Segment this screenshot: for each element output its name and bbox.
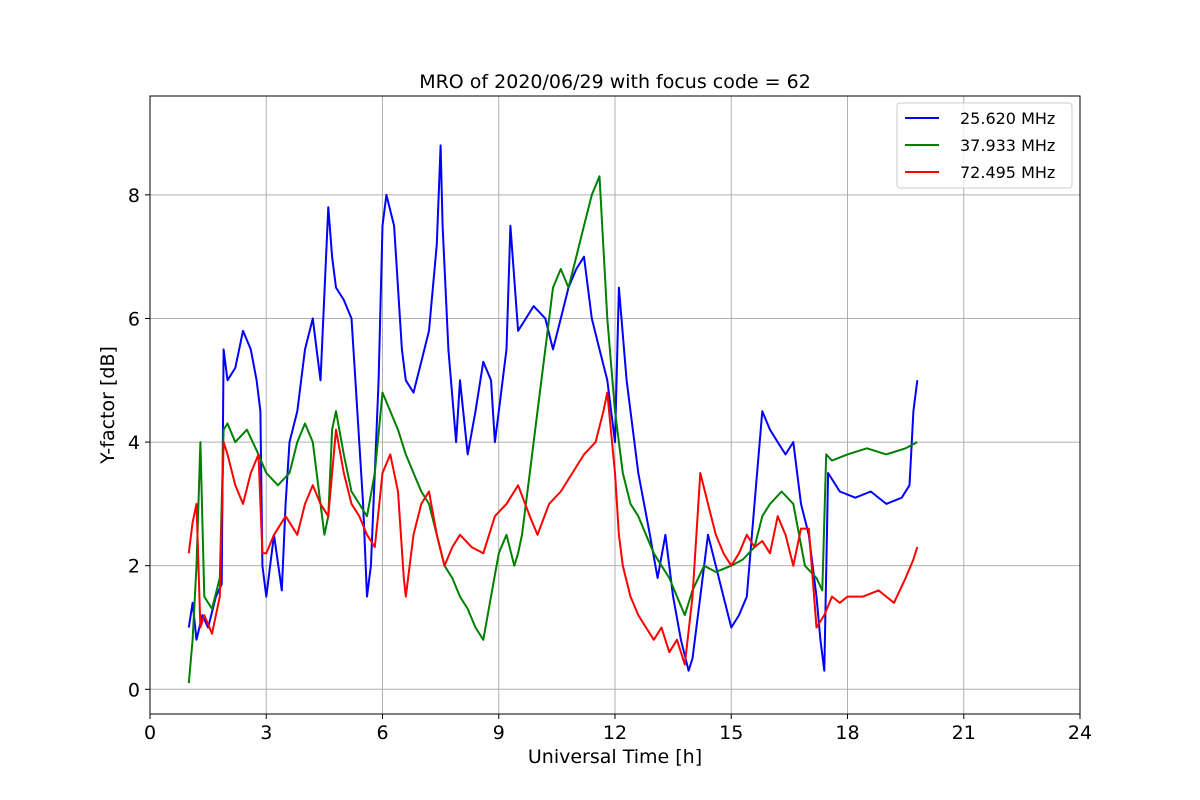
y-tick-label: 0	[128, 679, 140, 701]
series-line-2	[187, 175, 918, 684]
x-tick-label: 0	[144, 722, 156, 744]
y-tick-label: 4	[128, 432, 140, 454]
legend-label: 37.933 MHz	[960, 136, 1055, 155]
legend-label: 72.495 MHz	[960, 163, 1055, 182]
y-tick-label: 2	[128, 556, 140, 578]
legend: 25.620 MHz 37.933 MHz 72.495 MHz	[896, 102, 1073, 189]
y-tick-label: 8	[128, 185, 140, 207]
series-lines	[187, 144, 919, 684]
x-tick-label: 15	[719, 722, 743, 744]
legend-box	[896, 102, 1073, 189]
y-axis-label: Y-factor [dB]	[97, 346, 119, 465]
y-tick-label: 6	[128, 308, 140, 330]
x-axis-label: Universal Time [h]	[528, 746, 702, 768]
x-tick-label: 21	[952, 722, 976, 744]
legend-label: 25.620 MHz	[960, 109, 1055, 128]
x-tick-label: 12	[603, 722, 627, 744]
x-tick-label: 9	[493, 722, 505, 744]
x-tick-label: 24	[1068, 722, 1092, 744]
x-tick-label: 6	[376, 722, 388, 744]
x-tick-label: 18	[835, 722, 859, 744]
series-line-3	[187, 391, 919, 666]
chart-title: MRO of 2020/06/29 with focus code = 62	[419, 71, 811, 93]
x-tick-label: 3	[260, 722, 272, 744]
